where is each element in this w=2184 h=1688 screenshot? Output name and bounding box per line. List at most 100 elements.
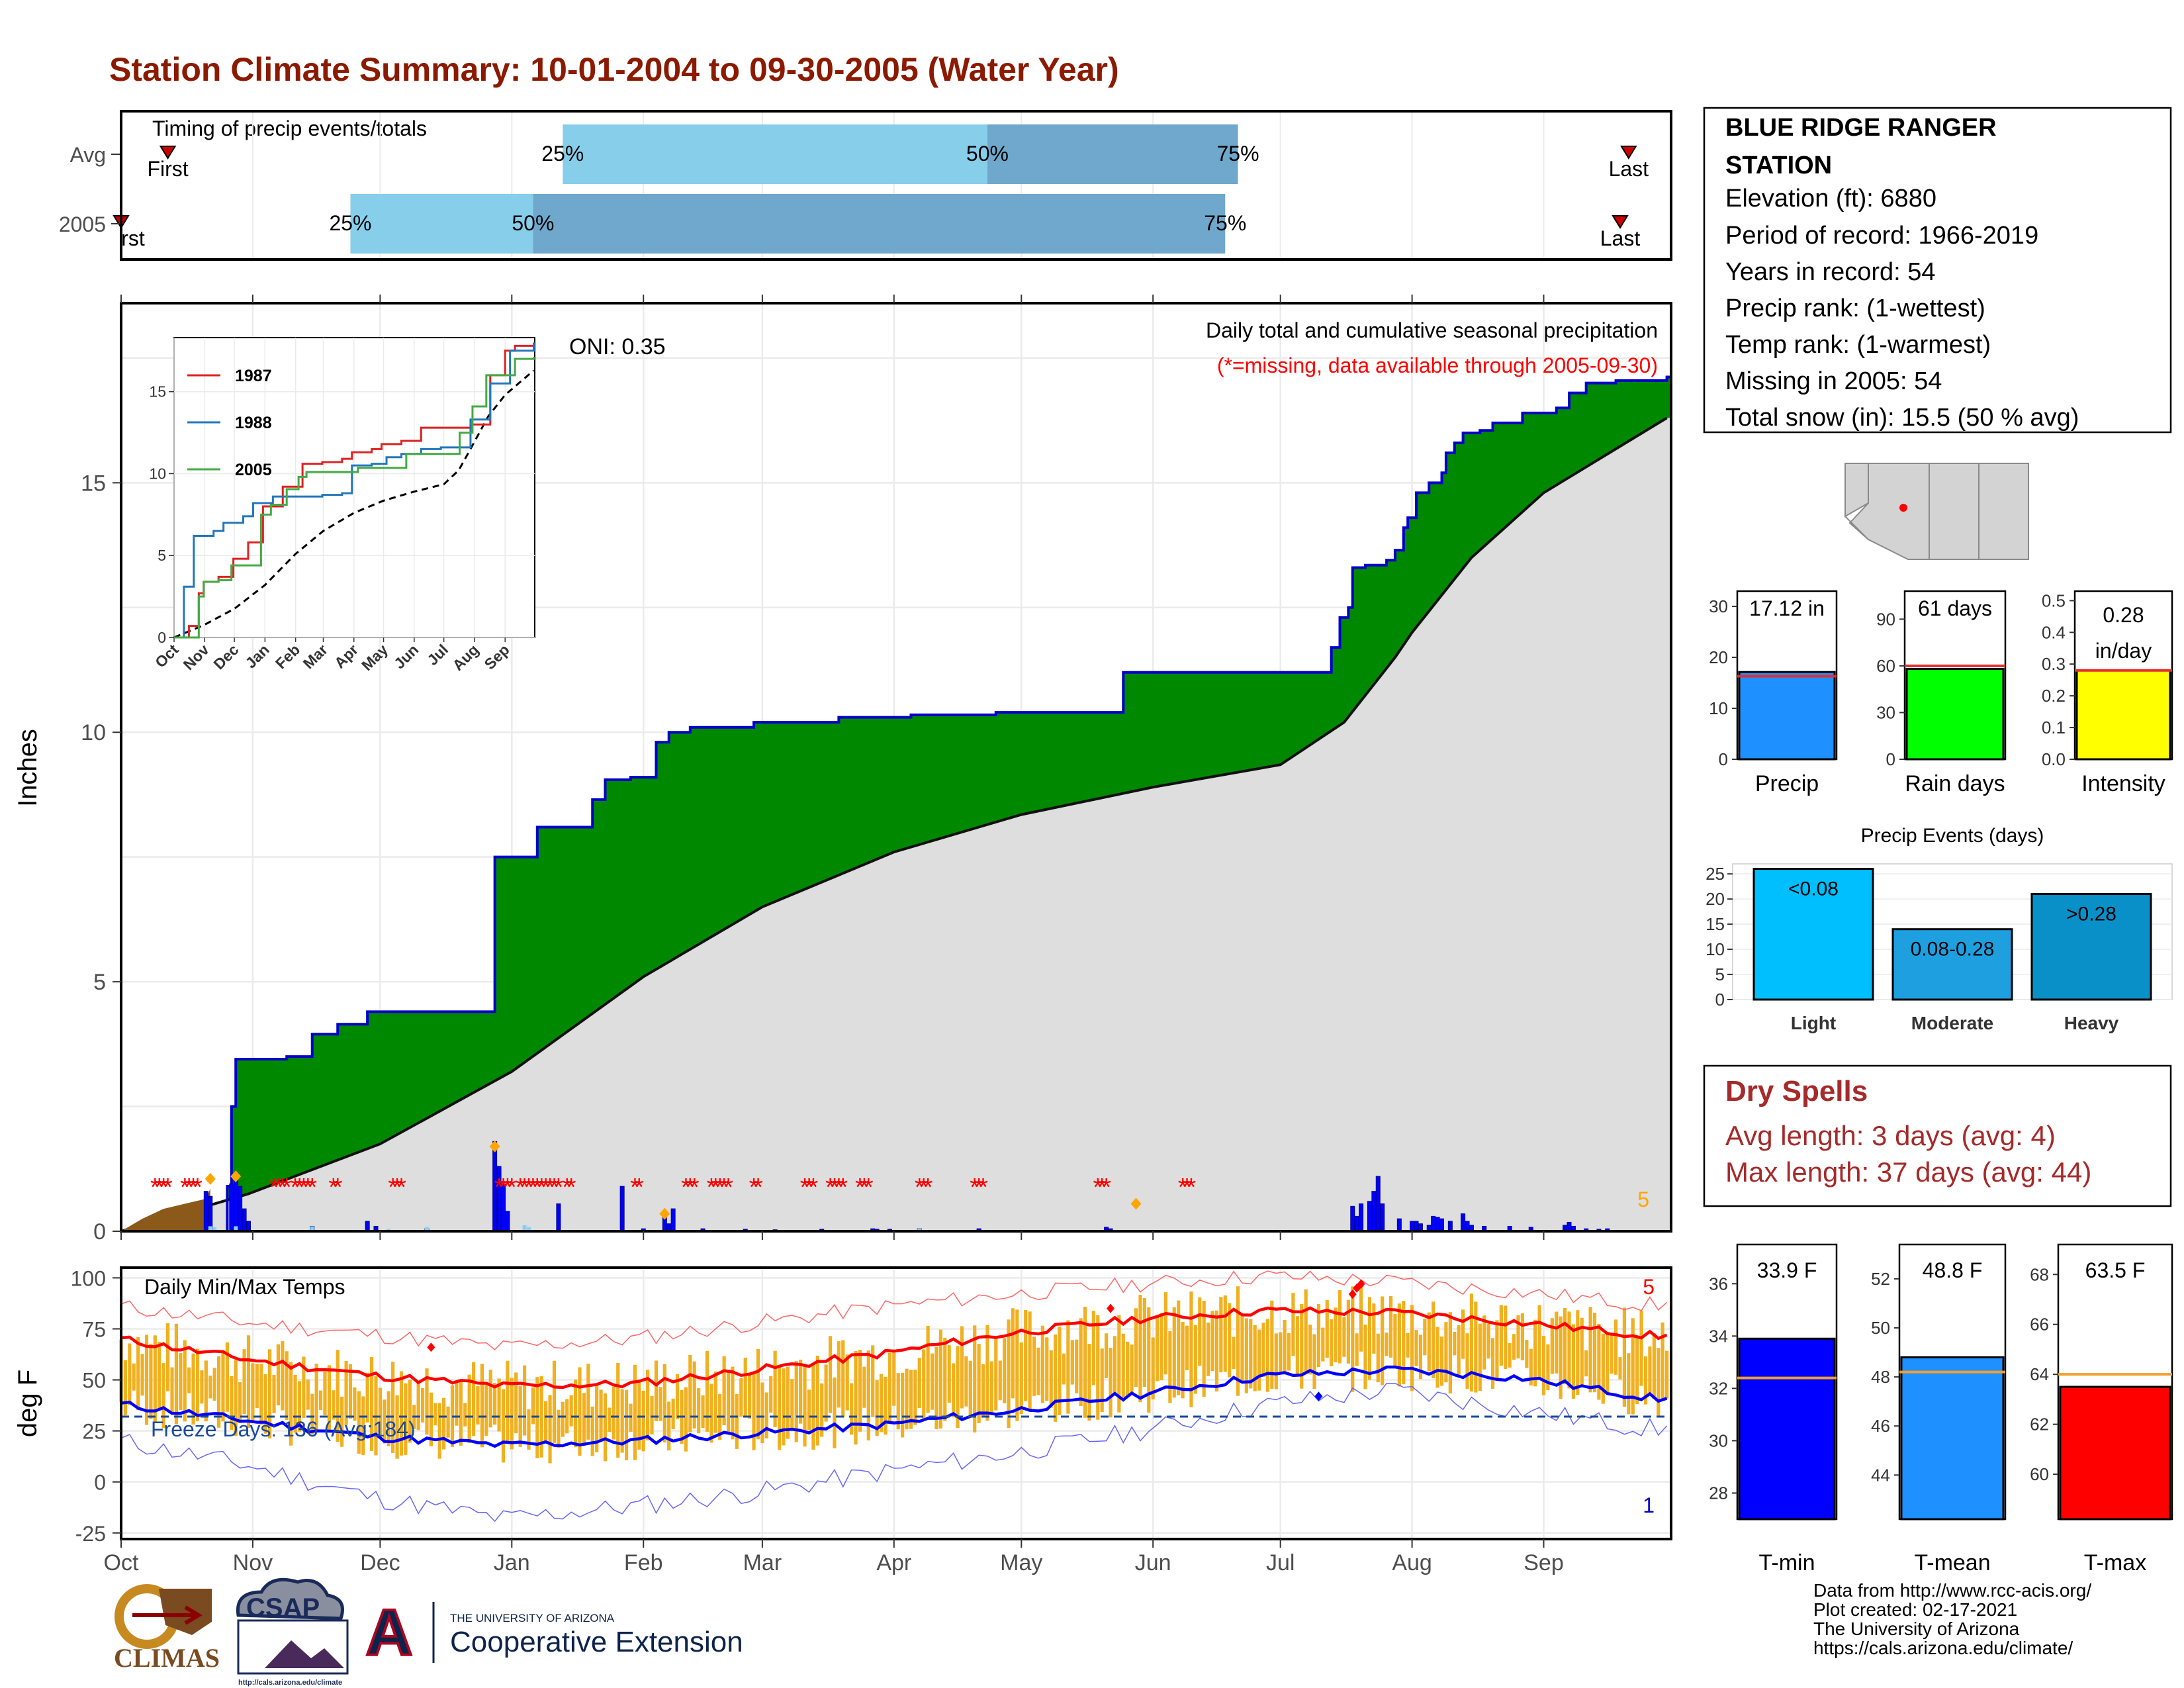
freeze-days-label: Freeze Days: 136 (Avg:184) xyxy=(151,1417,416,1441)
daily-precip-bar xyxy=(1431,1215,1436,1232)
daily-temp-bar xyxy=(1457,1325,1461,1378)
daily-temp-bar xyxy=(1550,1318,1554,1374)
missing-day-marker: * xyxy=(838,1174,848,1201)
daily-temp-bar xyxy=(743,1357,747,1417)
dry-spells-max: Max length: 37 days (avg: 44) xyxy=(1725,1156,2091,1188)
daily-temp-bar xyxy=(1219,1297,1223,1373)
daily-temp-bar xyxy=(1606,1331,1610,1395)
daily-temp-bar xyxy=(522,1365,527,1436)
temp-y-axis: -25 0 25 50 75 100 xyxy=(71,1266,121,1546)
daily-temp-bar xyxy=(1652,1333,1656,1399)
daily-precip-bar xyxy=(1439,1218,1445,1232)
daily-temp-bar xyxy=(552,1360,557,1443)
events-ytick-label: 20 xyxy=(1706,889,1725,909)
events-ytick-label: 15 xyxy=(1706,914,1725,934)
daily-temp-bar xyxy=(1036,1347,1040,1395)
station-precip-rank: Precip rank: (1-wettest) xyxy=(1725,295,1985,322)
temp-summary-label-T-max: T-max xyxy=(2084,1550,2146,1575)
timing-label-75: 75% xyxy=(1216,142,1259,165)
daily-temp-bar xyxy=(1261,1323,1265,1378)
missing-day-marker: * xyxy=(1097,1174,1107,1201)
daily-temp-bar xyxy=(1138,1295,1142,1403)
summary-ytick-label: 0.1 xyxy=(2042,718,2066,737)
daily-temp-bar xyxy=(820,1383,824,1437)
timing-label-50: 50% xyxy=(966,142,1009,165)
daily-temp-bar xyxy=(1325,1300,1329,1358)
daily-temp-bar xyxy=(476,1386,480,1425)
daily-temp-bar xyxy=(1541,1336,1546,1395)
daily-temp-bar xyxy=(357,1391,361,1454)
daily-temp-bar xyxy=(1571,1324,1576,1399)
daily-temp-bar xyxy=(595,1385,599,1453)
daily-precip-bar xyxy=(670,1208,676,1232)
daily-temp-bar xyxy=(1024,1309,1028,1401)
daily-temp-bar xyxy=(578,1367,582,1456)
daily-temp-bar xyxy=(1058,1327,1062,1415)
daily-temp-bar xyxy=(913,1370,917,1425)
daily-temp-bar xyxy=(361,1396,365,1455)
daily-temp-bar xyxy=(140,1354,144,1396)
missing-day-marker: * xyxy=(553,1174,563,1201)
station-years: Years in record: 54 xyxy=(1725,258,1936,286)
daily-temp-bar xyxy=(136,1336,140,1411)
daily-temp-bar xyxy=(837,1341,841,1408)
daily-temp-bar xyxy=(501,1389,506,1463)
daily-temp-bar xyxy=(1156,1317,1160,1382)
daily-temp-bar xyxy=(943,1337,947,1421)
daily-temp-bar xyxy=(306,1379,310,1410)
daily-temp-bar xyxy=(1338,1289,1342,1364)
daily-temp-bar xyxy=(892,1350,896,1406)
missing-day-marker: * xyxy=(1178,1174,1188,1201)
timing-bar-q1-0 xyxy=(563,124,987,184)
daily-snow-bar xyxy=(310,1226,314,1231)
daily-precip-bar xyxy=(1461,1213,1466,1232)
missing-day-marker: * xyxy=(273,1174,283,1201)
credit-data-source: Data from http://www.rcc-acis.org/ xyxy=(1813,1580,2092,1601)
daily-temp-bar xyxy=(1163,1292,1168,1375)
daily-temp-bar xyxy=(667,1401,671,1451)
missing-day-marker: * xyxy=(915,1174,925,1201)
summary-ytick-label: 10 xyxy=(1709,698,1728,718)
inset-legend-label-1987: 1987 xyxy=(235,367,272,385)
events-ytick-label: 10 xyxy=(1706,939,1725,959)
temp-summary-ytick-label: 50 xyxy=(1871,1318,1890,1338)
daily-temp-bar xyxy=(901,1372,905,1438)
events-bar-label-Light: <0.08 xyxy=(1788,878,1839,900)
daily-temp-bar xyxy=(1414,1330,1418,1366)
csap-url: http://cals.arizona.edu/climate xyxy=(238,1679,342,1687)
daily-temp-bar xyxy=(654,1360,659,1421)
daily-temp-bar xyxy=(947,1345,951,1403)
summary-bar-Precip xyxy=(1738,671,1836,761)
temp-ytick-label: 0 xyxy=(94,1471,106,1495)
ua-big-text: Cooperative Extension xyxy=(450,1626,743,1658)
timing-last-marker xyxy=(1620,146,1637,160)
daily-temp-bar xyxy=(922,1349,926,1420)
daily-snow-bar xyxy=(424,1227,429,1231)
missing-day-marker: * xyxy=(184,1174,194,1201)
daily-temp-bar xyxy=(1559,1316,1563,1399)
tmax-record-line xyxy=(120,1270,1668,1350)
daily-temp-bar xyxy=(709,1383,713,1443)
temp-summary-value-T-min: 33.9 F xyxy=(1757,1258,1817,1282)
summary-ytick-label: 30 xyxy=(1709,596,1728,616)
daily-temp-bar xyxy=(1214,1310,1219,1392)
precip-ytick-label: 5 xyxy=(93,970,106,995)
station-missing: Missing in 2005: 54 xyxy=(1725,367,1942,395)
daily-temp-bar xyxy=(353,1387,357,1421)
station-elevation: Elevation (ft): 6880 xyxy=(1725,185,1936,212)
daily-temp-bar xyxy=(726,1371,731,1434)
temp-summary-bar-T-min xyxy=(1738,1337,1836,1521)
daily-temp-bar xyxy=(1032,1336,1036,1396)
daily-temp-bar xyxy=(1567,1311,1571,1389)
daily-temp-bar xyxy=(760,1382,764,1444)
summary-label-Intensity: Intensity xyxy=(2081,771,2165,796)
daily-temp-bar xyxy=(1062,1353,1066,1385)
daily-temp-bar xyxy=(234,1360,238,1436)
daily-snow-bar xyxy=(208,1226,212,1231)
daily-temp-bar xyxy=(1359,1286,1363,1352)
daily-temp-bar xyxy=(1253,1325,1257,1391)
record-high-marker xyxy=(1348,1289,1357,1299)
daily-temp-bar xyxy=(221,1350,225,1422)
daily-temp-bar xyxy=(1610,1333,1614,1374)
daily-temp-bar xyxy=(633,1364,637,1460)
